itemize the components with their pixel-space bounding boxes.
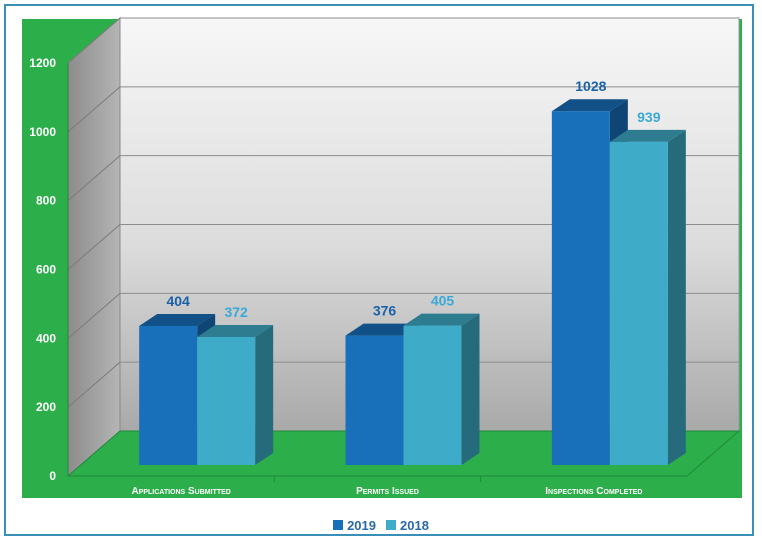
legend-label-2019: 2019 — [347, 517, 376, 533]
gridline-side — [67, 224, 121, 270]
legend: 2019 2018 — [0, 512, 762, 538]
data-label: 939 — [637, 109, 661, 125]
bar — [609, 141, 668, 465]
data-label: 372 — [224, 304, 248, 320]
bar — [139, 325, 198, 465]
y-tick-label: 600 — [36, 263, 56, 277]
data-label: 376 — [373, 303, 397, 319]
y-tick-label: 0 — [49, 469, 56, 483]
gridline-side — [67, 17, 121, 64]
bar-top — [609, 129, 686, 142]
x-tick-label: Inspections Completed — [545, 486, 642, 497]
bar-side — [461, 313, 480, 465]
gridline-side — [67, 86, 121, 133]
bar-top — [139, 313, 216, 326]
bar — [345, 335, 404, 465]
bar-top — [197, 324, 274, 337]
legend-swatch-2018 — [386, 520, 396, 530]
y-tick-label: 800 — [36, 194, 56, 208]
legend-swatch-2019 — [333, 520, 344, 530]
bar-side — [667, 129, 686, 465]
y-tick-label: 1000 — [29, 125, 56, 139]
y-tick-label: 200 — [36, 400, 56, 414]
gridline-side — [67, 361, 121, 408]
x-tick-label: Applications Submitted — [131, 486, 230, 497]
legend-item-2018: 2018 — [386, 518, 429, 533]
bar — [403, 325, 462, 465]
gridline-side — [67, 292, 121, 339]
y-tick-label: 1200 — [29, 56, 56, 70]
data-label: 1028 — [575, 78, 606, 94]
data-label: 405 — [431, 293, 455, 309]
gridline-side — [67, 155, 121, 202]
legend-label-2018: 2018 — [400, 517, 429, 533]
bar-top — [551, 99, 628, 112]
bar — [551, 111, 610, 466]
x-tick-label: Permits Issued — [356, 486, 419, 497]
data-label: 404 — [166, 293, 190, 309]
bar — [197, 336, 256, 465]
y-tick-label: 400 — [36, 331, 56, 345]
bar-side — [255, 324, 274, 465]
legend-item-2019: 2019 — [333, 518, 376, 533]
bar-top — [403, 313, 480, 326]
bar-top — [345, 323, 422, 336]
